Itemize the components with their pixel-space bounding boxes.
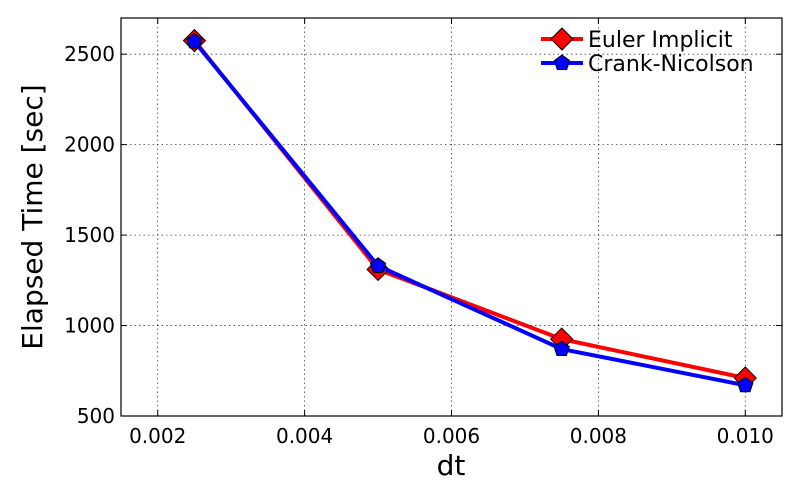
- data-point-crank-nicolson: [186, 32, 203, 49]
- y-tick-label: 500: [77, 404, 115, 428]
- legend-label-euler-implicit: Euler Implicit: [588, 28, 733, 53]
- legend-marker-crank-nicolson: [553, 54, 571, 70]
- legend-marker-euler-implicit: [550, 27, 574, 51]
- x-tick-label: 0.010: [717, 424, 774, 448]
- legend-label-crank-nicolson: Crank-Nicolson: [588, 52, 754, 77]
- data-point-crank-nicolson: [369, 257, 387, 273]
- legend-marker-shape: [550, 27, 574, 51]
- x-tick-label: 0.002: [129, 424, 186, 448]
- ticks: 0.002 0.004 0.006 0.008 0.010 500 1000 1500 2000…: [64, 18, 782, 448]
- data-point-crank-nicolson: [737, 376, 754, 393]
- data-point-crank-nicolson: [553, 340, 570, 357]
- x-tick-label: 0.004: [276, 424, 333, 448]
- x-axis-title: dt: [437, 449, 466, 482]
- series-line-euler-implicit: [192, 39, 746, 380]
- y-tick-label: 2000: [64, 133, 115, 157]
- y-tick-label: 1000: [64, 314, 115, 338]
- y-tick-label: 2500: [64, 42, 115, 66]
- series-line-crank-nicolson: [192, 40, 746, 388]
- x-tick-label: 0.008: [570, 424, 627, 448]
- y-axis-title: Elapsed Time [sec]: [16, 84, 49, 349]
- x-tick-label: 0.006: [423, 424, 480, 448]
- legend: Euler Implicit Crank-Nicolson: [541, 27, 754, 77]
- series-layer: [182, 28, 757, 393]
- y-tick-label: 1500: [64, 223, 115, 247]
- legend-marker-shape: [553, 54, 571, 70]
- grid: [121, 18, 782, 417]
